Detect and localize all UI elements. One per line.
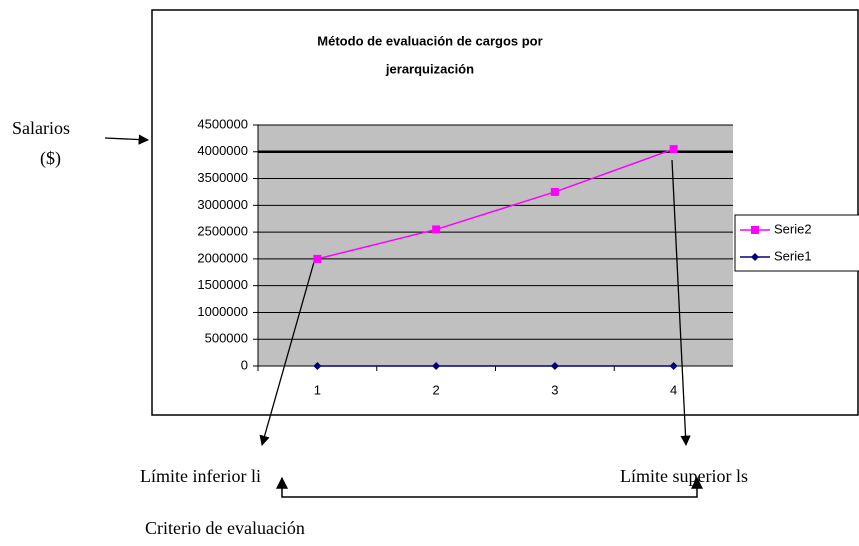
- x-tick-label: 4: [670, 382, 677, 397]
- point-marker: [432, 225, 441, 234]
- y-tick-label: 1500000: [197, 277, 248, 292]
- chart-title: jerarquización: [385, 61, 474, 76]
- arrow: [259, 261, 315, 447]
- legend-marker: [751, 253, 759, 261]
- plot-area: [258, 125, 733, 366]
- point-marker: [669, 145, 678, 154]
- y-tick-label: 3500000: [197, 170, 248, 185]
- y-tick-label: 1000000: [197, 304, 248, 319]
- annotation: Criterio de evaluación: [145, 518, 305, 538]
- series-line: [317, 148, 674, 260]
- arrow: [104, 134, 150, 145]
- arrow: [671, 159, 691, 447]
- x-tick-label: 1: [314, 382, 321, 397]
- point-marker: [313, 254, 322, 263]
- chart-title: Método de evaluación de cargos por: [317, 33, 542, 48]
- y-tick-label: 0: [241, 357, 248, 372]
- bracket-arrow: [276, 476, 703, 498]
- point-marker: [669, 362, 678, 370]
- legend-marker: [751, 226, 759, 234]
- annotation: Límite inferior li: [140, 466, 261, 486]
- y-tick-label: 4000000: [197, 143, 248, 158]
- y-tick-label: 2000000: [197, 250, 248, 265]
- y-tick-label: 2500000: [197, 224, 248, 239]
- point-marker: [432, 362, 441, 370]
- y-tick-label: 4500000: [197, 116, 248, 131]
- annotation: Límite superior ls: [620, 466, 748, 486]
- point-marker: [550, 362, 559, 370]
- legend: [734, 214, 859, 272]
- y-tick-label: 500000: [205, 331, 248, 346]
- legend-label: Serie2: [774, 221, 812, 236]
- x-tick-label: 3: [551, 382, 558, 397]
- y-tick-label: 3000000: [197, 197, 248, 212]
- x-tick-label: 2: [433, 382, 440, 397]
- legend-label: Serie1: [774, 248, 812, 263]
- point-marker: [550, 187, 559, 196]
- annotation: ($): [40, 148, 61, 169]
- point-marker: [313, 362, 322, 370]
- annotation: Salarios: [12, 118, 70, 138]
